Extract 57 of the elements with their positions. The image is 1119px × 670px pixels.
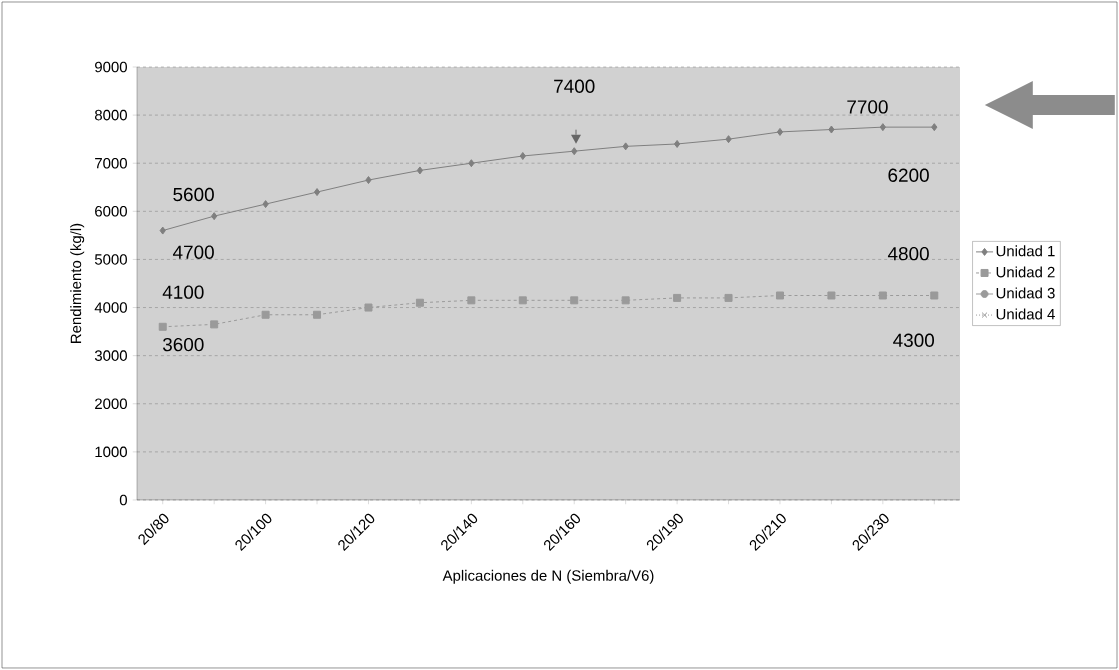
y-tick-label: 9000 [95, 61, 127, 73]
point [364, 303, 373, 312]
y-tick-label: 5000 [94, 254, 127, 265]
annotation: 6200 [888, 168, 929, 182]
point [827, 291, 836, 300]
point [571, 147, 578, 156]
point [467, 296, 476, 305]
y-tick-label: 3000 [94, 350, 127, 361]
point [931, 123, 938, 132]
point [262, 200, 269, 209]
point [775, 291, 784, 300]
y-tick-label: 0 [119, 494, 127, 506]
annotation: 5600 [173, 187, 214, 202]
y-tick-label: 1000 [95, 446, 127, 458]
annotation: 4300 [893, 333, 935, 347]
x-axis-title: Aplicaciones de N (Siembra/V6) [442, 569, 654, 584]
legend-label: Unidad 2 [996, 266, 1055, 278]
annotation: 4100 [162, 285, 204, 299]
point [621, 296, 630, 305]
point [673, 139, 681, 148]
point [518, 296, 527, 305]
point [879, 123, 886, 132]
legend-label: Unidad 4 [996, 308, 1055, 320]
legend-label: Unidad 1 [996, 245, 1055, 257]
annotation: 3600 [162, 337, 204, 352]
point [519, 151, 526, 160]
point [673, 293, 682, 302]
point [211, 212, 218, 221]
point [724, 293, 733, 302]
point [416, 166, 424, 175]
point [159, 226, 166, 235]
legend-label: Unidad 3 [996, 287, 1055, 299]
point [725, 135, 732, 144]
point [365, 176, 372, 185]
point [468, 159, 475, 168]
point [776, 127, 784, 136]
point [570, 296, 579, 305]
point [313, 188, 321, 197]
y-tick-label: 2000 [95, 398, 127, 410]
point [622, 142, 629, 151]
y-tick-label: 7000 [95, 157, 127, 169]
annotation: 7700 [847, 100, 888, 114]
point [930, 291, 939, 300]
y-tick-label: 8000 [94, 109, 127, 121]
y-tick-label: 6000 [95, 206, 127, 217]
point [210, 320, 219, 329]
point [828, 125, 835, 134]
point [878, 291, 887, 300]
y-tick-label: 4000 [94, 302, 127, 313]
y-axis-title: Rendimiento (kg/l) [70, 223, 85, 343]
annotation: 4700 [172, 245, 214, 259]
annotation: 4800 [887, 246, 929, 261]
point [313, 310, 322, 319]
point [158, 322, 167, 331]
point [415, 298, 424, 307]
annotation: 7400 [554, 79, 595, 93]
point [261, 310, 270, 319]
